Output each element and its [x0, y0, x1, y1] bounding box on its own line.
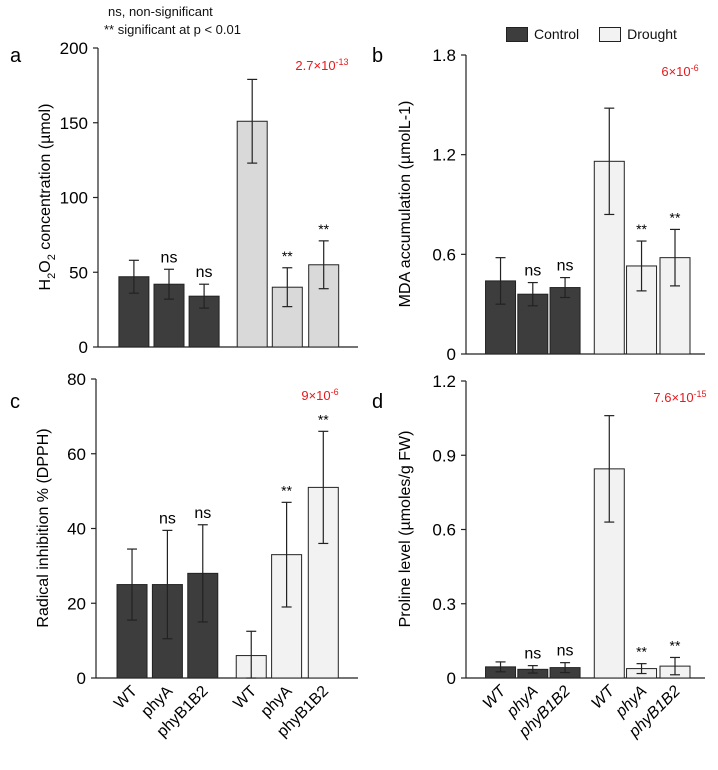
y-tick-label: 1.8: [432, 46, 456, 65]
y-tick-label: 80: [67, 370, 86, 389]
p-value: 2.7×10-13: [295, 57, 348, 73]
legend-label-control: Control: [534, 26, 580, 42]
significance-label: ns: [196, 264, 213, 281]
y-tick-label: 0: [79, 338, 88, 357]
significance-label: **: [670, 637, 681, 653]
note-ns: ns, non-significant: [108, 4, 213, 19]
y-axis-label: Proline level (µmoles/g FW): [397, 431, 414, 628]
y-tick-label: 40: [67, 520, 86, 539]
y-axis-label: H2O2 concentration (µmol): [37, 104, 58, 291]
bar-a-5: [271, 286, 303, 348]
bar-b-3: [549, 287, 581, 355]
significance-label: ns: [524, 263, 541, 280]
y-tick-label: 50: [69, 263, 88, 282]
significance-label: **: [282, 248, 293, 264]
significance-label: **: [670, 209, 681, 225]
legend-swatch-drought: [599, 26, 622, 42]
y-axis-label: Radical inhibition % (DPPH): [35, 428, 52, 627]
p-value: 9×10-6: [301, 387, 338, 403]
significance-label: ns: [524, 646, 541, 663]
significance-label: **: [636, 221, 647, 237]
panel-b: b 0 0.6 1.2 1.8 MDA accumulation (µmolL-1) 6×1…: [372, 45, 705, 364]
y-tick-label: 60: [67, 445, 86, 464]
panel-letter-b: b: [372, 45, 383, 67]
significance-label: **: [636, 644, 647, 660]
y-tick-label: 0.3: [432, 595, 456, 614]
y-axis-label: MDA accumulation (µmolL-1): [397, 101, 414, 308]
significance-label: **: [318, 221, 329, 237]
y-tick-label: 100: [60, 189, 88, 208]
y-tick-label: 0.9: [432, 446, 456, 465]
legend-label-drought: Drought: [627, 26, 677, 42]
panel-d: d 0 0.3 0.6 0.9 1.2 Proline level (µmoles/g FW…: [372, 372, 707, 741]
p-value: 7.6×10-15: [653, 389, 706, 405]
y-tick-label: 150: [60, 114, 88, 133]
bar-c-6: [307, 486, 339, 679]
y-tick-label: 1.2: [432, 146, 456, 165]
panel-a: a 0 50 100 150 200 H2O2 concentration (µmol) 2.…: [10, 39, 358, 357]
significance-label: ns: [159, 510, 176, 527]
panel-letter-d: d: [372, 391, 383, 413]
x-tick-label: WT: [111, 683, 141, 713]
x-tick-label: WT: [230, 683, 260, 713]
legend-swatch-control: [506, 26, 528, 42]
legend: Control Drought: [506, 26, 677, 42]
y-tick-label: 0: [447, 669, 456, 688]
y-tick-label: 0: [447, 345, 456, 364]
p-value: 6×10-6: [661, 63, 698, 79]
significance-label: ns: [194, 505, 211, 522]
significance-label: ns: [161, 249, 178, 266]
y-tick-label: 200: [60, 39, 88, 58]
y-tick-label: 20: [67, 594, 86, 613]
panel-letter-c: c: [10, 391, 20, 413]
y-tick-label: 1.2: [432, 372, 456, 391]
note-significance: ** significant at p < 0.01: [104, 22, 241, 37]
significance-label: **: [281, 482, 292, 498]
significance-label: **: [318, 411, 329, 427]
panel-c: c 0 20 40 60 80 Radical inhibition % (DPPH) 9×1…: [10, 370, 358, 741]
y-tick-label: 0.6: [432, 521, 456, 540]
y-tick-label: 0.6: [432, 245, 456, 264]
significance-label: ns: [557, 643, 574, 660]
y-tick-label: 0: [77, 669, 86, 688]
panel-letter-a: a: [10, 45, 22, 67]
significance-label: ns: [557, 258, 574, 275]
